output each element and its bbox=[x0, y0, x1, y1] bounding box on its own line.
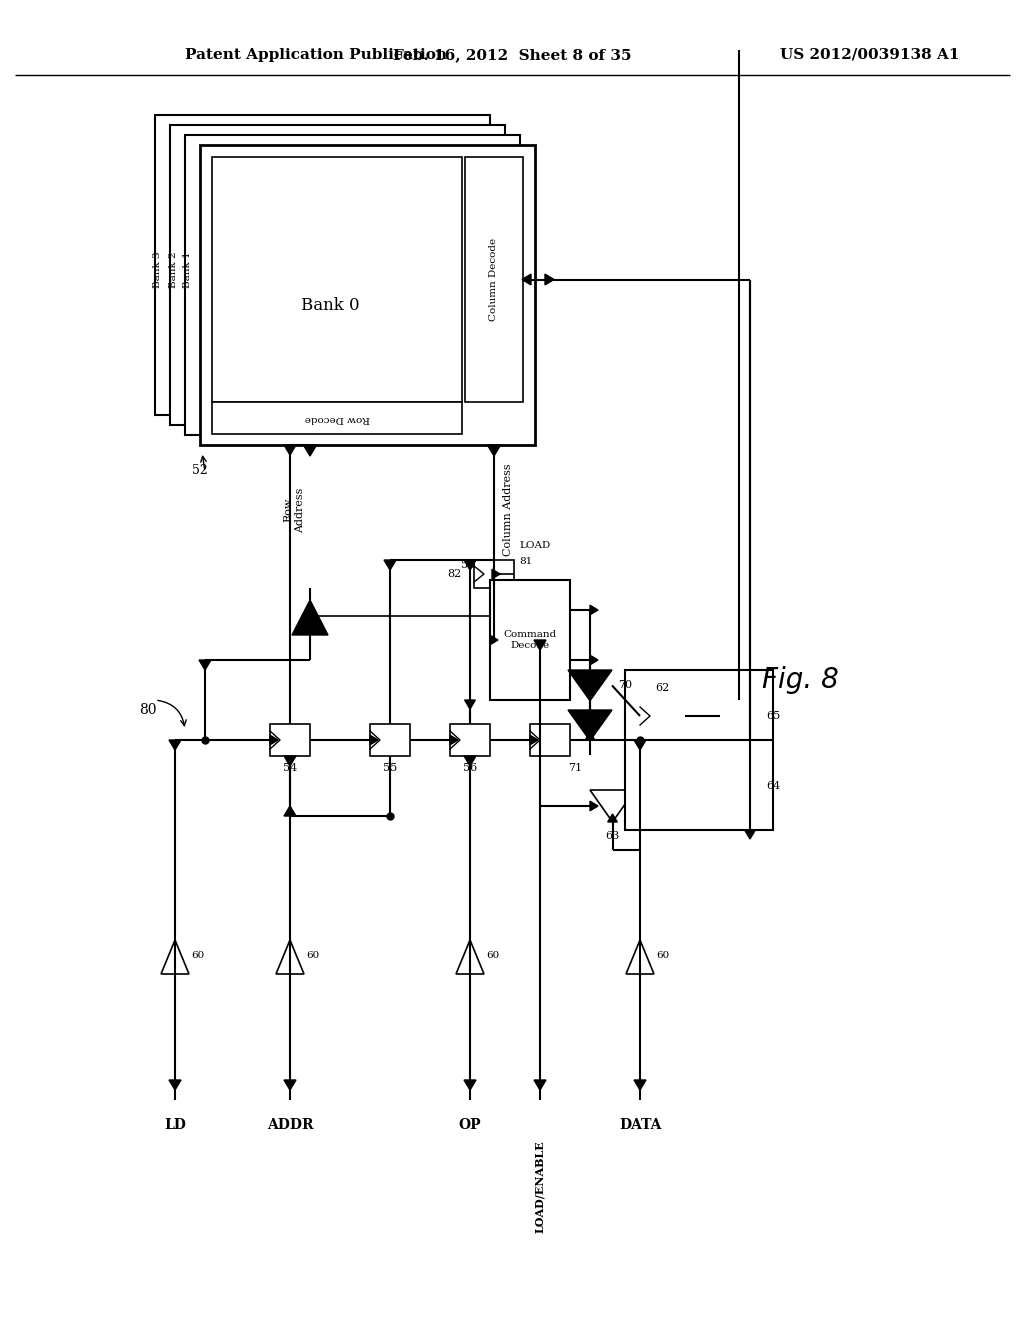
Polygon shape bbox=[384, 560, 396, 570]
Polygon shape bbox=[534, 640, 546, 649]
Polygon shape bbox=[464, 560, 476, 570]
Polygon shape bbox=[590, 801, 598, 810]
Text: Row Decode: Row Decode bbox=[304, 413, 370, 422]
Text: Column Address: Column Address bbox=[503, 463, 513, 556]
Bar bbox=[185, 135, 520, 436]
Text: US 2012/0039138 A1: US 2012/0039138 A1 bbox=[780, 48, 961, 62]
Text: 64: 64 bbox=[766, 781, 780, 791]
Bar bbox=[625, 671, 773, 830]
Bar bbox=[270, 723, 310, 756]
Text: LOAD/ENABLE: LOAD/ENABLE bbox=[535, 1140, 546, 1233]
Text: 82: 82 bbox=[447, 569, 462, 579]
Text: 60: 60 bbox=[486, 950, 500, 960]
Text: 60: 60 bbox=[191, 950, 204, 960]
Polygon shape bbox=[522, 275, 531, 285]
Polygon shape bbox=[161, 940, 189, 974]
Polygon shape bbox=[585, 733, 595, 741]
Bar bbox=[200, 145, 535, 445]
Text: Bank 3: Bank 3 bbox=[154, 252, 163, 288]
Polygon shape bbox=[292, 601, 328, 635]
Polygon shape bbox=[284, 756, 296, 766]
Polygon shape bbox=[568, 671, 612, 701]
Text: ADDR: ADDR bbox=[266, 1118, 313, 1133]
Bar bbox=[490, 579, 570, 700]
Text: 60: 60 bbox=[656, 950, 670, 960]
Polygon shape bbox=[450, 735, 458, 744]
Text: 55: 55 bbox=[383, 763, 397, 774]
Bar bbox=[530, 723, 570, 756]
Text: DATA: DATA bbox=[618, 1118, 662, 1133]
Polygon shape bbox=[590, 789, 635, 822]
Polygon shape bbox=[626, 940, 654, 974]
Text: Command
Decode: Command Decode bbox=[504, 630, 557, 649]
Polygon shape bbox=[270, 735, 278, 744]
Polygon shape bbox=[464, 1080, 476, 1090]
Polygon shape bbox=[590, 655, 598, 665]
Polygon shape bbox=[720, 770, 758, 803]
Text: Fig. 8: Fig. 8 bbox=[762, 667, 839, 694]
Text: Column Decode: Column Decode bbox=[489, 238, 499, 321]
Text: 62: 62 bbox=[655, 682, 670, 693]
Text: Bank 2: Bank 2 bbox=[169, 252, 177, 288]
Text: 58: 58 bbox=[461, 560, 475, 570]
Polygon shape bbox=[530, 735, 538, 744]
Bar bbox=[370, 723, 410, 756]
Text: 70: 70 bbox=[618, 680, 632, 690]
Text: OP: OP bbox=[459, 1118, 481, 1133]
Text: Bank 0: Bank 0 bbox=[301, 297, 359, 314]
Text: 60: 60 bbox=[306, 950, 319, 960]
Text: Feb. 16, 2012  Sheet 8 of 35: Feb. 16, 2012 Sheet 8 of 35 bbox=[393, 48, 631, 62]
Text: 71: 71 bbox=[568, 763, 582, 774]
Text: Patent Application Publication: Patent Application Publication bbox=[185, 48, 447, 62]
Polygon shape bbox=[744, 830, 756, 840]
Polygon shape bbox=[464, 756, 476, 766]
Text: LD: LD bbox=[164, 1118, 186, 1133]
Polygon shape bbox=[303, 445, 316, 455]
Polygon shape bbox=[720, 711, 728, 721]
Bar bbox=[212, 157, 462, 403]
Text: 52: 52 bbox=[193, 463, 208, 477]
Polygon shape bbox=[492, 569, 500, 578]
Polygon shape bbox=[487, 445, 501, 455]
Bar bbox=[474, 560, 514, 587]
Polygon shape bbox=[169, 1080, 181, 1090]
Polygon shape bbox=[568, 710, 612, 741]
Bar bbox=[465, 157, 523, 403]
Polygon shape bbox=[284, 807, 296, 816]
Text: 54: 54 bbox=[283, 763, 297, 774]
Polygon shape bbox=[534, 1080, 546, 1090]
Bar bbox=[212, 403, 462, 434]
Bar bbox=[640, 700, 685, 733]
Polygon shape bbox=[634, 741, 646, 750]
Polygon shape bbox=[720, 700, 758, 733]
Polygon shape bbox=[370, 735, 378, 744]
Polygon shape bbox=[276, 940, 304, 974]
Polygon shape bbox=[607, 814, 617, 822]
Polygon shape bbox=[307, 611, 315, 620]
Text: 56: 56 bbox=[463, 763, 477, 774]
Bar bbox=[450, 723, 490, 756]
Text: 80: 80 bbox=[139, 704, 157, 717]
Polygon shape bbox=[465, 700, 475, 709]
Polygon shape bbox=[456, 940, 484, 974]
Polygon shape bbox=[640, 711, 648, 721]
Polygon shape bbox=[284, 445, 296, 455]
Bar bbox=[170, 125, 505, 425]
Polygon shape bbox=[634, 1080, 646, 1090]
Text: 81: 81 bbox=[519, 557, 532, 566]
Text: 65: 65 bbox=[766, 711, 780, 721]
Text: Row
Address: Row Address bbox=[284, 487, 305, 533]
Text: LOAD: LOAD bbox=[519, 541, 550, 550]
Polygon shape bbox=[490, 635, 498, 644]
Bar bbox=[155, 115, 490, 414]
Polygon shape bbox=[169, 741, 181, 750]
Text: 63: 63 bbox=[605, 832, 620, 841]
Polygon shape bbox=[284, 1080, 296, 1090]
Polygon shape bbox=[545, 275, 554, 285]
Polygon shape bbox=[590, 605, 598, 615]
Polygon shape bbox=[199, 660, 211, 671]
Text: Bank 1: Bank 1 bbox=[183, 252, 193, 288]
